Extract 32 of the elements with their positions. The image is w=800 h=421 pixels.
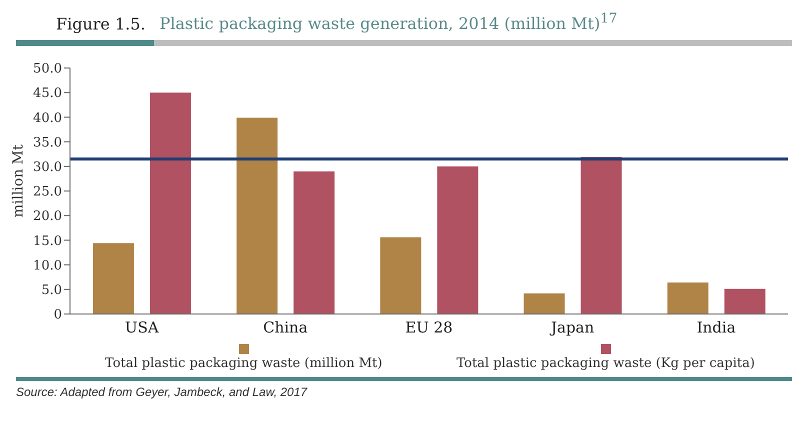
chart-title: Figure 1.5.	[56, 14, 146, 34]
y-tick-label: 35.0	[33, 135, 62, 150]
x-tick-label: EU 28	[405, 318, 453, 337]
y-tick-label: 45.0	[33, 86, 62, 102]
bar	[92, 243, 134, 314]
x-tick-label: USA	[124, 318, 159, 337]
y-axis-title: million Mt	[11, 144, 28, 218]
y-tick-label: 30.0	[33, 160, 62, 176]
y-tick-label: 50.0	[33, 62, 62, 77]
bar	[150, 92, 191, 314]
bar	[667, 282, 708, 314]
chart-subtitle: Plastic packaging waste generation, 2014 (million Mt)$^{17}$	[160, 12, 618, 34]
bar	[380, 237, 422, 314]
legend-label: Total plastic packaging waste (Kg per capita)	[456, 356, 755, 371]
y-tick-label: 0	[54, 308, 62, 323]
y-tick-label: 15.0	[33, 234, 62, 249]
y-tick-label: 10.0	[33, 258, 62, 274]
y-tick-label: 20.0	[33, 209, 62, 224]
legend-label: Total plastic packaging waste (million Mt)	[105, 356, 382, 371]
bar	[236, 118, 278, 314]
bar	[724, 288, 766, 314]
bar	[524, 293, 565, 314]
bar	[437, 166, 478, 314]
bar	[294, 171, 335, 314]
x-tick-label: India	[696, 318, 736, 337]
y-tick-label: 25.0	[33, 184, 62, 200]
y-tick-label: 5.0	[41, 283, 62, 298]
source-note: Source: Adapted from Geyer, Jambeck, and Law, 2017	[15, 385, 308, 399]
x-tick-label: China	[263, 318, 308, 337]
bar	[580, 157, 622, 314]
y-tick-label: 40.0	[33, 110, 62, 126]
x-tick-label: Japan	[549, 318, 595, 337]
